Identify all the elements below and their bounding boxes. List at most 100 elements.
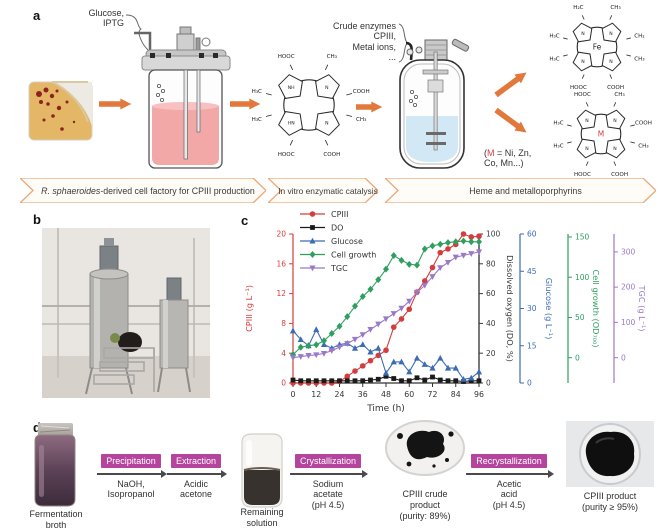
final-product-photo [566, 421, 654, 487]
svg-text:M: M [598, 130, 604, 139]
svg-text:CH₂: CH₂ [634, 34, 644, 40]
svg-text:12: 12 [311, 390, 321, 399]
svg-text:300: 300 [621, 247, 636, 256]
step-crystallization: Crystallization Sodium acetate (pH 4.5) [288, 451, 368, 510]
banner-shape [268, 178, 378, 203]
heme-structure: N N N N Fe H₂C CH₃ H₃C CH₂ H₃C CH₃ HOOC COOH [549, 5, 644, 91]
step-precipitation: Precipitation NaOH, Isopropanol [95, 451, 167, 500]
svg-text:CH₃: CH₃ [327, 54, 337, 60]
extraction-box: Extraction [170, 454, 222, 468]
svg-text:16: 16 [276, 259, 286, 268]
svg-text:TGC: TGC [330, 264, 348, 273]
crude-enzymes-label: Crude enzymes CPIII, Metal ions, ... [332, 21, 396, 63]
svg-text:20: 20 [486, 349, 496, 358]
broth-caption: Fermentation broth [29, 509, 83, 530]
series-Glucose [289, 326, 483, 382]
panel-b-label: b [33, 212, 41, 227]
svg-text:CH₃: CH₃ [610, 5, 620, 11]
series-TGC [289, 249, 483, 361]
svg-text:H₃C: H₃C [549, 34, 559, 40]
svg-text:0: 0 [575, 353, 580, 362]
svg-text:N: N [325, 85, 328, 91]
flow-arrows [99, 72, 527, 133]
svg-text:N: N [609, 59, 612, 65]
crystallization-box: Crystallization [294, 454, 362, 468]
crystallization-reagent: Sodium acetate (pH 4.5) [311, 478, 345, 510]
svg-text:NH: NH [288, 85, 295, 91]
petri-dish-photo [28, 81, 93, 141]
step-arrow [167, 470, 227, 477]
banner-cell-factory: R. sphaeroides -derived cell factory for … [20, 178, 266, 203]
banner-1-italic: R. sphaeroides [41, 185, 101, 196]
svg-text:96: 96 [474, 390, 484, 399]
svg-text:DO: DO [331, 223, 343, 232]
banner-3-text: Heme and metalloporphyrins [469, 185, 582, 196]
metal-note-rest: = Ni, Zn, Co, Mn...) [484, 148, 532, 169]
svg-text:40: 40 [486, 319, 496, 328]
svg-text:50: 50 [575, 313, 585, 322]
svg-text:H₃C: H₃C [553, 121, 563, 127]
banner-shape [385, 178, 656, 203]
product-caption: CPIII product (purity ≥ 95%) [582, 491, 638, 512]
glucose-iptg-label: Glucose, IPTG [88, 8, 124, 29]
panel-d-label: d [33, 420, 41, 435]
svg-text:CPIII: CPIII [331, 210, 349, 219]
svg-text:HOOC: HOOC [278, 152, 295, 158]
svg-text:12: 12 [276, 289, 286, 298]
svg-text:72: 72 [428, 390, 438, 399]
svg-text:80: 80 [486, 259, 496, 268]
svg-text:200: 200 [621, 283, 636, 292]
banner-heme-metalloporphyrins: Heme and metalloporphyrins [385, 178, 656, 203]
crude-product-photo [385, 420, 465, 476]
step-arrow [290, 470, 368, 477]
svg-text:H₃C: H₃C [549, 56, 559, 62]
svg-text:N: N [581, 59, 584, 65]
metal-note-m: M [487, 148, 495, 158]
panel-c-label: c [241, 213, 249, 228]
svg-text:84: 84 [451, 390, 461, 399]
svg-text:H₃C: H₃C [553, 143, 563, 149]
svg-text:CPIII (g L⁻¹): CPIII (g L⁻¹) [244, 285, 254, 332]
svg-text:N: N [581, 31, 584, 37]
banner-1-text: -derived cell factory for CPIII producti… [100, 185, 255, 196]
svg-text:60: 60 [404, 390, 414, 399]
extraction-reagent: Acidic acetone [179, 478, 213, 500]
catalysis-reactor-drawing [398, 23, 470, 169]
step-arrow [97, 470, 167, 477]
svg-text:100: 100 [621, 318, 636, 327]
precipitation-reagent: NaOH, Isopropanol [107, 478, 155, 500]
svg-text:0: 0 [486, 379, 491, 388]
svg-text:N: N [613, 146, 616, 152]
svg-text:N: N [585, 118, 588, 124]
recrystallization-reagent: Acetic acid (pH 4.5) [492, 478, 526, 510]
svg-text:Cell growth (OD₇₀₀): Cell growth (OD₇₀₀) [591, 270, 601, 348]
remaining-solution-photo [241, 433, 283, 508]
svg-text:60: 60 [527, 230, 537, 239]
svg-text:TGC (g L⁻¹): TGC (g L⁻¹) [637, 284, 647, 331]
step-extraction: Extraction Acidic acetone [165, 451, 227, 500]
remaining-caption: Remaining solution [240, 507, 284, 528]
fermenter-drawing [125, 14, 231, 169]
precipitation-box: Precipitation [101, 454, 161, 468]
banner-enzymatic-catalysis: In vitro enzymatic catalysis [268, 178, 378, 203]
svg-text:0: 0 [621, 353, 626, 362]
svg-text:36: 36 [358, 390, 368, 399]
svg-text:H₃C: H₃C [252, 117, 262, 123]
svg-text:HOOC: HOOC [574, 92, 591, 98]
svg-text:24: 24 [335, 390, 345, 399]
svg-text:CH₃: CH₃ [356, 117, 366, 123]
svg-text:COOH: COOH [323, 152, 340, 158]
svg-text:20: 20 [276, 230, 286, 239]
svg-text:N: N [585, 146, 588, 152]
svg-text:H₂C: H₂C [573, 5, 583, 11]
step-arrow [466, 470, 554, 477]
step-recrystallization: Recrystallization Acetic acid (pH 4.5) [464, 451, 554, 510]
metalloporphyrin-structure: N N N N M HOOC CH₃ H₃C COOH H₃C CH₃ HOOC COOH [553, 92, 652, 178]
svg-text:N: N [325, 121, 328, 127]
svg-text:8: 8 [281, 319, 286, 328]
svg-text:COOH: COOH [635, 121, 652, 127]
